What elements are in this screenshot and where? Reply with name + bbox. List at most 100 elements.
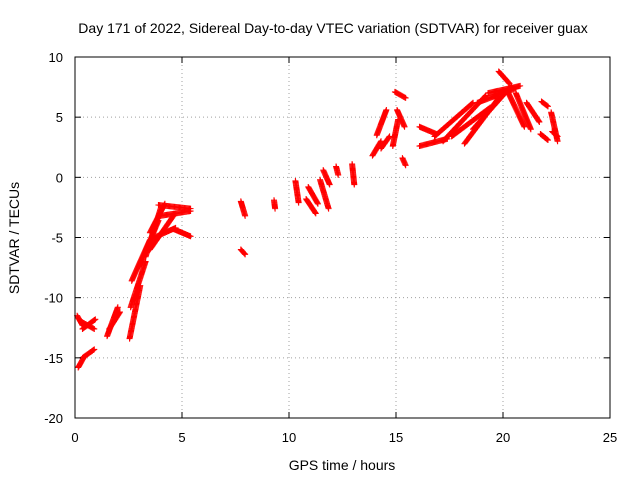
data-point bbox=[402, 94, 409, 101]
data-series-segment bbox=[303, 195, 319, 217]
data-point bbox=[402, 162, 409, 169]
data-point bbox=[325, 205, 332, 212]
data-series-segment bbox=[349, 161, 358, 188]
data-series-segment bbox=[333, 163, 342, 178]
x-tick-label: 10 bbox=[282, 430, 296, 445]
data-series-segment bbox=[431, 99, 477, 140]
data-point bbox=[242, 251, 249, 258]
data-point bbox=[401, 123, 408, 130]
data-series-segment bbox=[79, 346, 98, 361]
data-point bbox=[114, 304, 121, 311]
data-series-segment bbox=[157, 208, 194, 219]
data-series-segment bbox=[373, 106, 390, 139]
data-point bbox=[312, 209, 319, 216]
data-point bbox=[544, 102, 551, 109]
y-tick-label: -10 bbox=[44, 291, 63, 306]
data-point bbox=[554, 133, 561, 140]
data-point bbox=[92, 316, 99, 323]
y-tick-label: -20 bbox=[44, 411, 63, 426]
data-point bbox=[536, 118, 543, 125]
data-series-segment bbox=[391, 88, 409, 101]
data-series-segment bbox=[106, 309, 123, 332]
data-series-segment bbox=[538, 98, 551, 110]
y-tick-label: 10 bbox=[49, 50, 63, 65]
data-point bbox=[90, 325, 97, 332]
y-axis-ticks: -20 -15 -10 -5 0 5 10 bbox=[44, 50, 610, 426]
data-point bbox=[505, 79, 512, 86]
data-point bbox=[90, 347, 97, 354]
data-point bbox=[172, 224, 179, 231]
data-series-segment bbox=[512, 90, 534, 133]
data-point bbox=[91, 346, 98, 353]
y-tick-label: 0 bbox=[56, 170, 63, 185]
data-series-segment bbox=[440, 92, 489, 145]
x-tick-label: 25 bbox=[603, 430, 617, 445]
data-point bbox=[544, 137, 551, 144]
data-series-segment bbox=[237, 246, 249, 258]
data-point bbox=[377, 139, 384, 146]
data-series-segment bbox=[127, 258, 149, 311]
data-point bbox=[187, 208, 194, 215]
data-point bbox=[91, 325, 98, 332]
data-point bbox=[385, 134, 392, 141]
data-point bbox=[386, 133, 393, 140]
data-point bbox=[469, 100, 476, 107]
data-point bbox=[272, 205, 279, 212]
data-point bbox=[535, 118, 542, 125]
data-series-segment bbox=[504, 87, 528, 130]
data-series-segment bbox=[523, 99, 543, 125]
data-points bbox=[74, 68, 561, 371]
data-series-segment bbox=[305, 183, 321, 207]
data-series-segment bbox=[394, 106, 408, 130]
y-axis-label: SDTVAR / TECUs bbox=[6, 182, 22, 294]
data-series-segment bbox=[495, 68, 513, 87]
data-point bbox=[170, 212, 177, 219]
data-point bbox=[314, 200, 321, 207]
data-point bbox=[553, 132, 560, 139]
data-point bbox=[116, 309, 123, 316]
data-point bbox=[335, 171, 342, 178]
x-axis-ticks: 0 5 10 15 20 25 bbox=[71, 57, 617, 445]
data-series-segment bbox=[485, 82, 524, 97]
data-point bbox=[506, 80, 513, 87]
data-series-segment bbox=[378, 133, 393, 152]
data-point bbox=[116, 310, 123, 317]
data-point bbox=[378, 138, 385, 145]
y-tick-label: -15 bbox=[44, 351, 63, 366]
y-tick-label: 5 bbox=[56, 110, 63, 125]
data-series-segment bbox=[399, 155, 409, 169]
data-point bbox=[312, 210, 319, 217]
data-point bbox=[544, 136, 551, 143]
x-tick-label: 20 bbox=[496, 430, 510, 445]
chart-title: Day 171 of 2022, Sidereal Day-to-day VTE… bbox=[78, 20, 587, 36]
data-point bbox=[241, 250, 248, 257]
data-series-segment bbox=[237, 198, 249, 219]
data-point bbox=[351, 181, 358, 188]
data-point bbox=[91, 316, 98, 323]
data-series-segment bbox=[549, 128, 561, 140]
data-point bbox=[169, 213, 176, 220]
data-point bbox=[517, 82, 524, 89]
data-series-segment bbox=[537, 131, 551, 144]
x-tick-label: 0 bbox=[71, 430, 78, 445]
x-axis-label: GPS time / hours bbox=[289, 457, 396, 473]
y-tick-label: -5 bbox=[51, 231, 63, 246]
data-point bbox=[242, 212, 249, 219]
data-point bbox=[521, 123, 528, 130]
grid-lines bbox=[75, 57, 610, 418]
data-series-segment bbox=[79, 316, 99, 332]
data-series-segment bbox=[389, 116, 402, 150]
data-point bbox=[383, 106, 390, 113]
data-series-segment bbox=[292, 177, 302, 206]
data-point bbox=[295, 199, 302, 206]
data-point bbox=[187, 233, 194, 240]
data-series-segment bbox=[317, 176, 332, 212]
data-series-segment bbox=[151, 224, 179, 241]
x-tick-label: 15 bbox=[389, 430, 403, 445]
x-tick-label: 5 bbox=[178, 430, 185, 445]
data-point bbox=[527, 126, 534, 133]
data-series-segment bbox=[320, 167, 333, 188]
data-point bbox=[544, 103, 551, 110]
